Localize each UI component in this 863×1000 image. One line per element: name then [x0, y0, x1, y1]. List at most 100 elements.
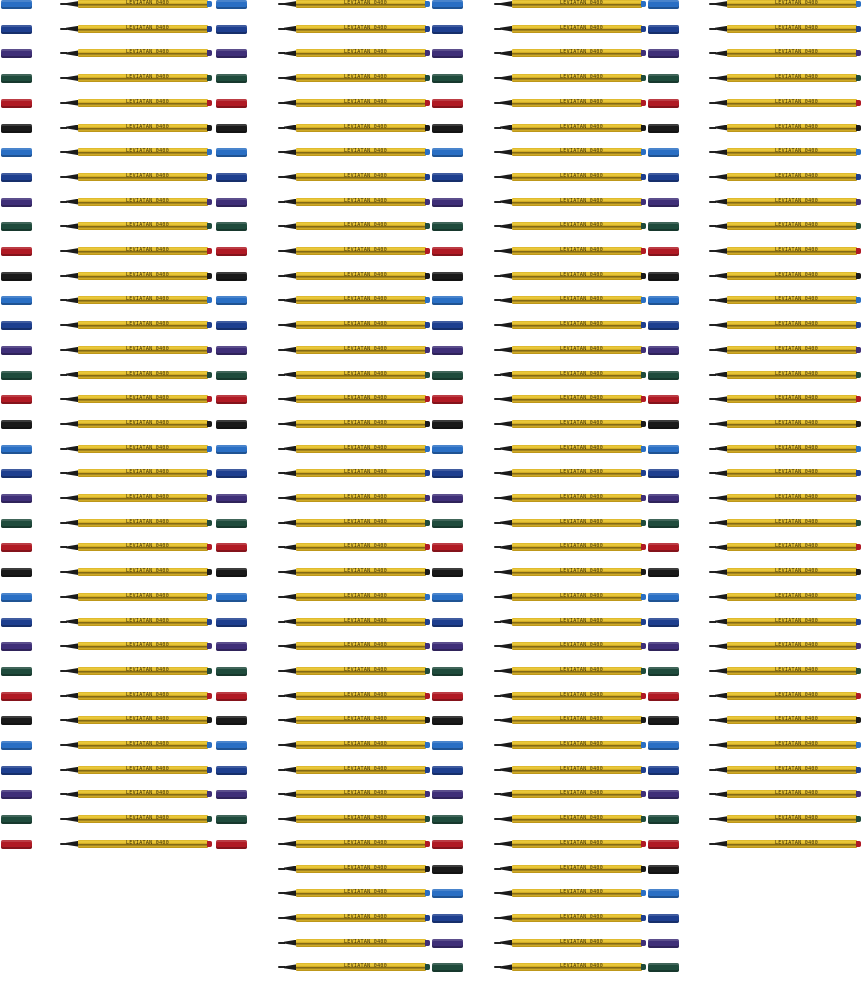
- pen-end: [207, 840, 212, 847]
- pen: LEVIATAN 0400: [709, 592, 863, 601]
- pen-tip: [709, 719, 716, 722]
- pen-cone: [715, 124, 728, 131]
- pen-label: LEVIATAN 0400: [344, 839, 388, 846]
- pen: LEVIATAN 0400: [60, 98, 214, 107]
- cap: [648, 938, 679, 948]
- pen-tip: [709, 151, 716, 154]
- pen-tip: [278, 867, 285, 870]
- pen-barrel: [296, 222, 426, 231]
- pen-cone: [715, 742, 728, 748]
- pen-label: LEVIATAN 0400: [126, 444, 170, 451]
- pen-cone: [715, 149, 728, 156]
- pen-tip: [494, 398, 501, 401]
- pen-label: LEVIATAN 0400: [126, 469, 170, 476]
- cap: [1, 765, 32, 775]
- pen: LEVIATAN 0400: [494, 222, 648, 231]
- pen-end: [856, 593, 861, 600]
- pen: LEVIATAN 0400: [709, 123, 863, 132]
- pen-end: [641, 865, 646, 872]
- pen-barrel: [512, 518, 642, 527]
- pen-label: LEVIATAN 0400: [344, 913, 388, 920]
- pen-label: LEVIATAN 0400: [560, 0, 604, 6]
- pen-label: LEVIATAN 0400: [560, 148, 604, 155]
- pen-end: [425, 964, 430, 971]
- cap: [216, 395, 247, 405]
- pen-label: LEVIATAN 0400: [126, 148, 170, 155]
- pen: LEVIATAN 0400: [278, 568, 432, 577]
- pen: LEVIATAN 0400: [494, 839, 648, 848]
- cap: [648, 469, 679, 479]
- pen-label: LEVIATAN 0400: [344, 765, 388, 772]
- cap: [432, 741, 463, 750]
- pen-tip: [494, 250, 501, 252]
- cap: [432, 98, 463, 108]
- pen: LEVIATAN 0400: [60, 839, 214, 848]
- pen: LEVIATAN 0400: [278, 469, 432, 478]
- pen: LEVIATAN 0400: [494, 765, 648, 774]
- pen-cone: [284, 198, 297, 205]
- pen-tip: [60, 274, 67, 277]
- pen-end: [856, 50, 861, 57]
- pen-label: LEVIATAN 0400: [560, 74, 604, 81]
- pen-end: [207, 149, 212, 156]
- pen-barrel: [78, 568, 208, 577]
- pen-cone: [715, 667, 728, 674]
- pen-end: [425, 272, 430, 279]
- pen-label: LEVIATAN 0400: [344, 963, 388, 970]
- pen-tip: [278, 27, 285, 30]
- pen-cone: [715, 272, 728, 279]
- pen-cone: [284, 742, 297, 748]
- pen-label: LEVIATAN 0400: [775, 49, 819, 56]
- pen-cone: [66, 396, 79, 403]
- pen: LEVIATAN 0400: [494, 642, 648, 651]
- pen-end: [641, 816, 646, 823]
- pen-tip: [494, 324, 501, 327]
- pen-end: [641, 742, 646, 748]
- pen-label: LEVIATAN 0400: [775, 543, 819, 550]
- pen-end: [207, 791, 212, 798]
- pen-tip: [278, 620, 285, 623]
- pen-cone: [500, 939, 513, 946]
- pen-barrel: [78, 345, 208, 354]
- pen-cone: [715, 766, 728, 773]
- pen-end: [425, 840, 430, 847]
- pen-end: [641, 297, 646, 304]
- cap: [648, 815, 679, 825]
- pen-cone: [66, 569, 79, 576]
- pen-tip: [709, 571, 716, 574]
- cap: [648, 222, 679, 232]
- pen-cone: [284, 865, 297, 872]
- pen-barrel: [296, 296, 426, 305]
- pen-barrel: [78, 98, 208, 107]
- pen-barrel: [512, 691, 642, 700]
- pen-barrel: [296, 49, 426, 58]
- cap: [1, 395, 32, 405]
- pen-end: [856, 618, 861, 625]
- cap: [216, 469, 247, 479]
- pen-cone: [500, 742, 513, 748]
- pen-barrel: [296, 74, 426, 83]
- pen-end: [425, 1, 430, 7]
- cap: [648, 790, 679, 800]
- pen: LEVIATAN 0400: [494, 197, 648, 206]
- pen-tip: [709, 694, 716, 697]
- pen-barrel: [727, 790, 857, 799]
- pen-cone: [66, 99, 79, 106]
- pen-end: [641, 223, 646, 230]
- pen-label: LEVIATAN 0400: [775, 98, 819, 105]
- pen-tip: [709, 274, 716, 277]
- pen-end: [207, 371, 212, 378]
- pen-cone: [500, 248, 513, 254]
- pen: LEVIATAN 0400: [60, 24, 214, 33]
- pen-cone: [66, 198, 79, 205]
- pen-tip: [60, 546, 67, 549]
- pen-end: [425, 495, 430, 501]
- pen-cone: [500, 519, 513, 526]
- pen-label: LEVIATAN 0400: [560, 197, 604, 204]
- pen-tip: [494, 472, 501, 475]
- pen: LEVIATAN 0400: [278, 815, 432, 824]
- pen-label: LEVIATAN 0400: [775, 642, 819, 649]
- pen-tip: [60, 77, 67, 80]
- pen: LEVIATAN 0400: [709, 716, 863, 725]
- pen: LEVIATAN 0400: [494, 617, 648, 626]
